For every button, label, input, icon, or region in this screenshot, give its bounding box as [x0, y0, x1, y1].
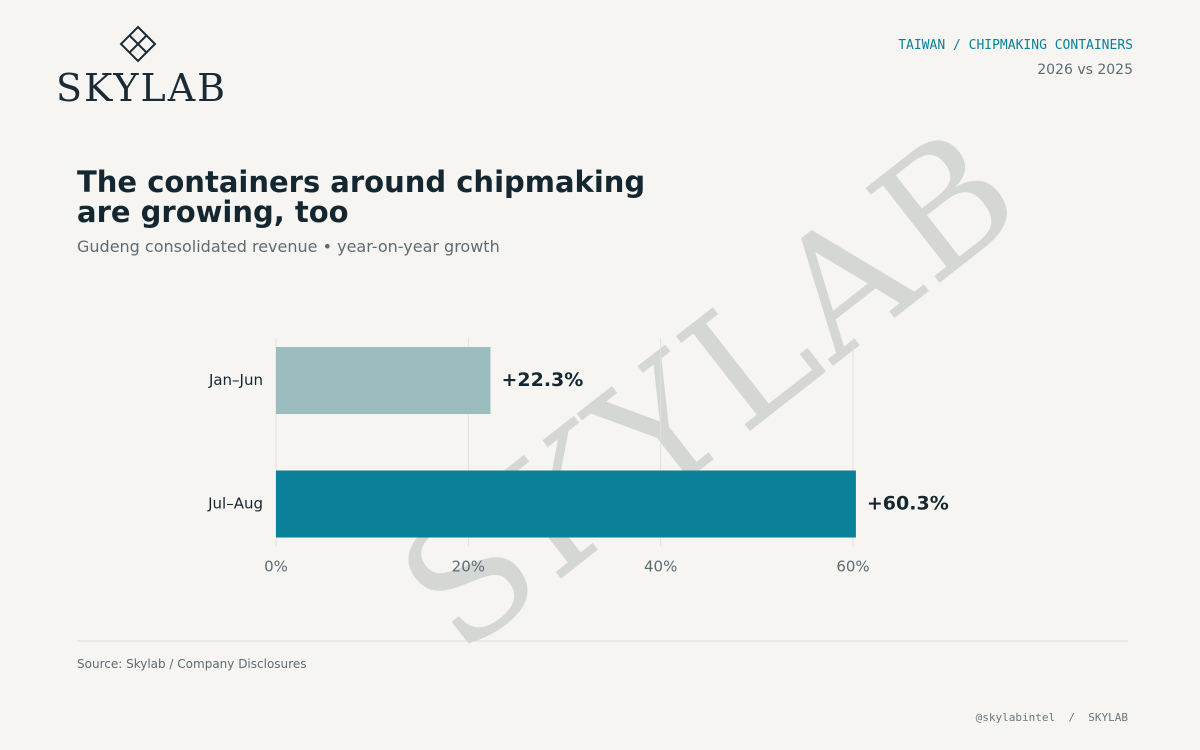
chart-subtitle: Gudeng consolidated revenue • year-on-ye… [77, 237, 500, 256]
value-label: +22.3% [501, 369, 583, 391]
x-tick-label: 0% [264, 558, 288, 576]
x-tick-label: 20% [452, 558, 485, 576]
y-tick-label: Jul–Aug [207, 495, 263, 513]
header-period: 2026 vs 2025 [1037, 62, 1133, 78]
source: Source: Skylab / Company Disclosures [77, 657, 307, 671]
footer-handle: @skylabintel / SKYLAB [975, 711, 1128, 724]
value-label: +60.3% [867, 493, 949, 515]
chart-title: The containers around chipmaking are gro… [77, 165, 646, 229]
x-tick-label: 60% [836, 558, 869, 576]
logo-icon [119, 25, 157, 63]
bar [276, 470, 856, 538]
header-kicker: TAIWAN / CHIPMAKING CONTAINERS [898, 38, 1133, 53]
y-tick-label: Jan–Jun [208, 371, 263, 389]
x-tick-label: 40% [644, 558, 677, 576]
brand-logo: SKYLAB [56, 66, 228, 110]
bar [276, 347, 491, 414]
